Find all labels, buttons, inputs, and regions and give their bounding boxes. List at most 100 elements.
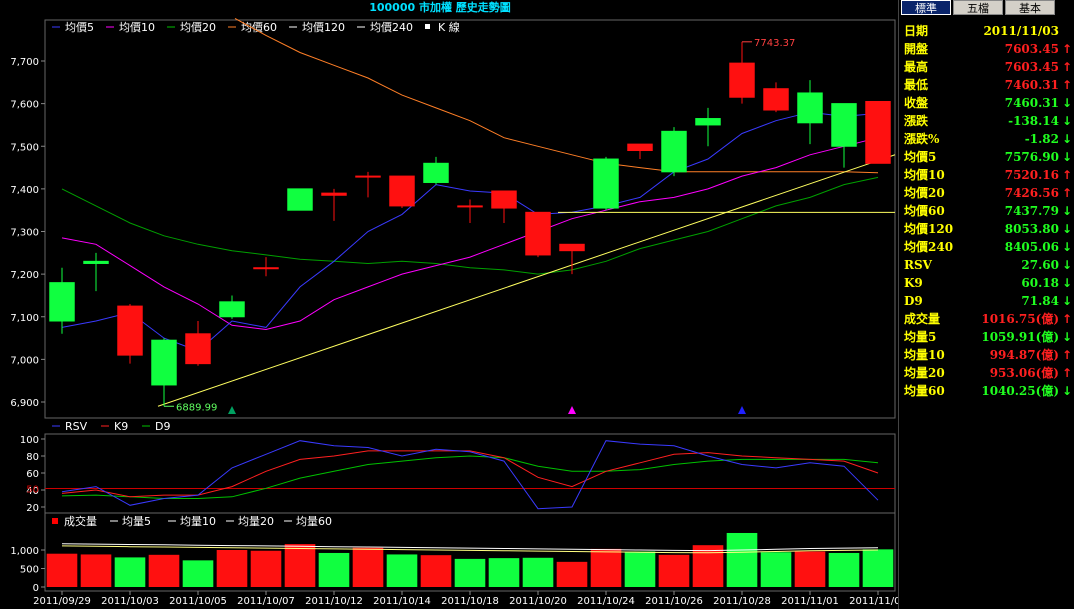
vol-ma-line	[61, 545, 879, 554]
quote-value: 7460.31	[1004, 96, 1059, 110]
volume-bar	[556, 561, 588, 587]
candle-body	[865, 100, 891, 164]
vol-tick-label: 1,000	[10, 546, 39, 557]
arrow-up-icon: ↑	[1061, 60, 1072, 74]
volume-bar	[318, 552, 350, 587]
quote-row: D9 71.84 ↓	[899, 292, 1074, 310]
candle-body	[219, 301, 245, 318]
quote-row: 均量60 1040.25(億) ↓	[899, 382, 1074, 400]
quote-row: 均價60 7437.79 ↓	[899, 202, 1074, 220]
candle-body	[287, 188, 313, 211]
rsv-line	[61, 440, 879, 510]
x-tick-label: 2011/10/24	[577, 596, 635, 607]
arrow-down-icon: ↓	[1061, 330, 1072, 344]
volume-bar	[658, 554, 690, 587]
arrow-up-icon: ↑	[1061, 42, 1072, 56]
quote-row: 日期 2011/11/03	[899, 22, 1074, 40]
quote-value: 8053.80	[1004, 222, 1059, 236]
volume-bar	[624, 551, 656, 587]
ma10-line	[61, 137, 879, 331]
volume-bar	[352, 547, 384, 587]
quote-value: 8405.06	[1004, 240, 1059, 254]
volume-bar	[590, 548, 622, 587]
quote-label: 漲跌%	[904, 132, 940, 146]
volume-bar	[828, 552, 860, 587]
quote-value: 71.84	[1021, 294, 1059, 308]
x-tick-label: 2011/10/18	[441, 596, 499, 607]
legend-label: 均價20	[180, 20, 216, 34]
quote-label: 均量20	[904, 366, 945, 380]
quote-value: 7603.45	[1004, 42, 1059, 56]
arrow-down-icon: ↓	[1061, 294, 1072, 308]
arrow-down-icon: ↓	[1061, 150, 1072, 164]
quote-row: 均量20 953.06(億) ↑	[899, 364, 1074, 382]
kd-legend-label: K9	[114, 420, 128, 433]
vol-legend-square-icon	[52, 518, 58, 524]
volume-bar	[216, 550, 248, 587]
quote-value: 994.87(億)	[989, 348, 1059, 362]
ma5-line	[61, 111, 879, 352]
candle-body	[355, 175, 381, 178]
tab-1[interactable]: 五檔	[953, 0, 1003, 15]
vol-legend-label: 均量10	[180, 515, 216, 528]
candle-body	[797, 92, 823, 124]
quote-row: 均價10 7520.16 ↑	[899, 166, 1074, 184]
legend-label: 均價5	[65, 20, 94, 34]
x-tick-label: 2011/10/14	[373, 596, 431, 607]
chart-title: 100000 市加權 歷史走勢圖	[369, 0, 511, 14]
quote-row: 最高 7603.45 ↑	[899, 58, 1074, 76]
quote-label: RSV	[904, 258, 932, 272]
ma20-line	[61, 176, 879, 275]
arrow-down-icon: ↓	[1061, 384, 1072, 398]
volume-bar	[760, 552, 792, 587]
arrow-down-icon: ↓	[1061, 222, 1072, 236]
volume-bar	[386, 554, 418, 587]
quote-value: 7426.56	[1004, 186, 1059, 200]
quote-row: 收盤 7460.31 ↓	[899, 94, 1074, 112]
candle-body	[729, 62, 755, 98]
quote-label: 漲跌	[904, 114, 929, 128]
low-annotation: 6889.99	[176, 402, 217, 413]
volume-bar	[250, 550, 282, 587]
quote-label: 均價120	[904, 222, 954, 236]
candle-body	[627, 143, 653, 152]
candle-body	[695, 118, 721, 126]
signal-triangle-icon	[738, 406, 746, 414]
candle-body	[117, 305, 143, 356]
arrow-down-icon: ↓	[1061, 132, 1072, 146]
legend-label: 均價120	[302, 20, 345, 34]
arrow-up-icon: ↑	[1061, 348, 1072, 362]
volume-bar	[46, 553, 78, 587]
kd-tick-label: 60	[26, 469, 39, 480]
x-tick-label: 2011/11/01	[781, 596, 839, 607]
candle-body	[253, 267, 279, 270]
quote-label: 開盤	[904, 42, 929, 56]
quote-label: 收盤	[904, 96, 929, 110]
candle-body	[151, 339, 177, 386]
kd-tick-label: 80	[26, 452, 39, 463]
quote-row: K9 60.18 ↓	[899, 274, 1074, 292]
quote-label: 最高	[904, 60, 929, 74]
panel-tabs: 標準 五檔 基本	[901, 0, 1057, 16]
kd-legend-label: RSV	[65, 420, 88, 433]
quote-row: 均價20 7426.56 ↑	[899, 184, 1074, 202]
tab-2[interactable]: 基本	[1005, 0, 1055, 15]
quote-label: 均價10	[904, 168, 945, 182]
candle-body	[831, 103, 857, 147]
arrow-up-icon: ↑	[1061, 168, 1072, 182]
quote-label: 均量60	[904, 384, 945, 398]
volume-bar	[692, 545, 724, 587]
quote-label: 均量5	[904, 330, 937, 344]
x-tick-label: 2011/10/03	[101, 596, 159, 607]
signal-triangle-icon	[568, 406, 576, 414]
arrow-down-icon: ↓	[1061, 258, 1072, 272]
tab-0[interactable]: 標準	[901, 0, 951, 15]
quote-label: 成交量	[904, 312, 941, 326]
volume-bar	[522, 557, 554, 587]
x-tick-label: 2011/10/12	[305, 596, 363, 607]
volume-bar	[726, 532, 758, 587]
quote-row: 均價240 8405.06 ↓	[899, 238, 1074, 256]
kd-tick-label: 100	[20, 435, 39, 446]
quote-value: 27.60	[1021, 258, 1059, 272]
x-tick-label: 2011/10/26	[645, 596, 703, 607]
